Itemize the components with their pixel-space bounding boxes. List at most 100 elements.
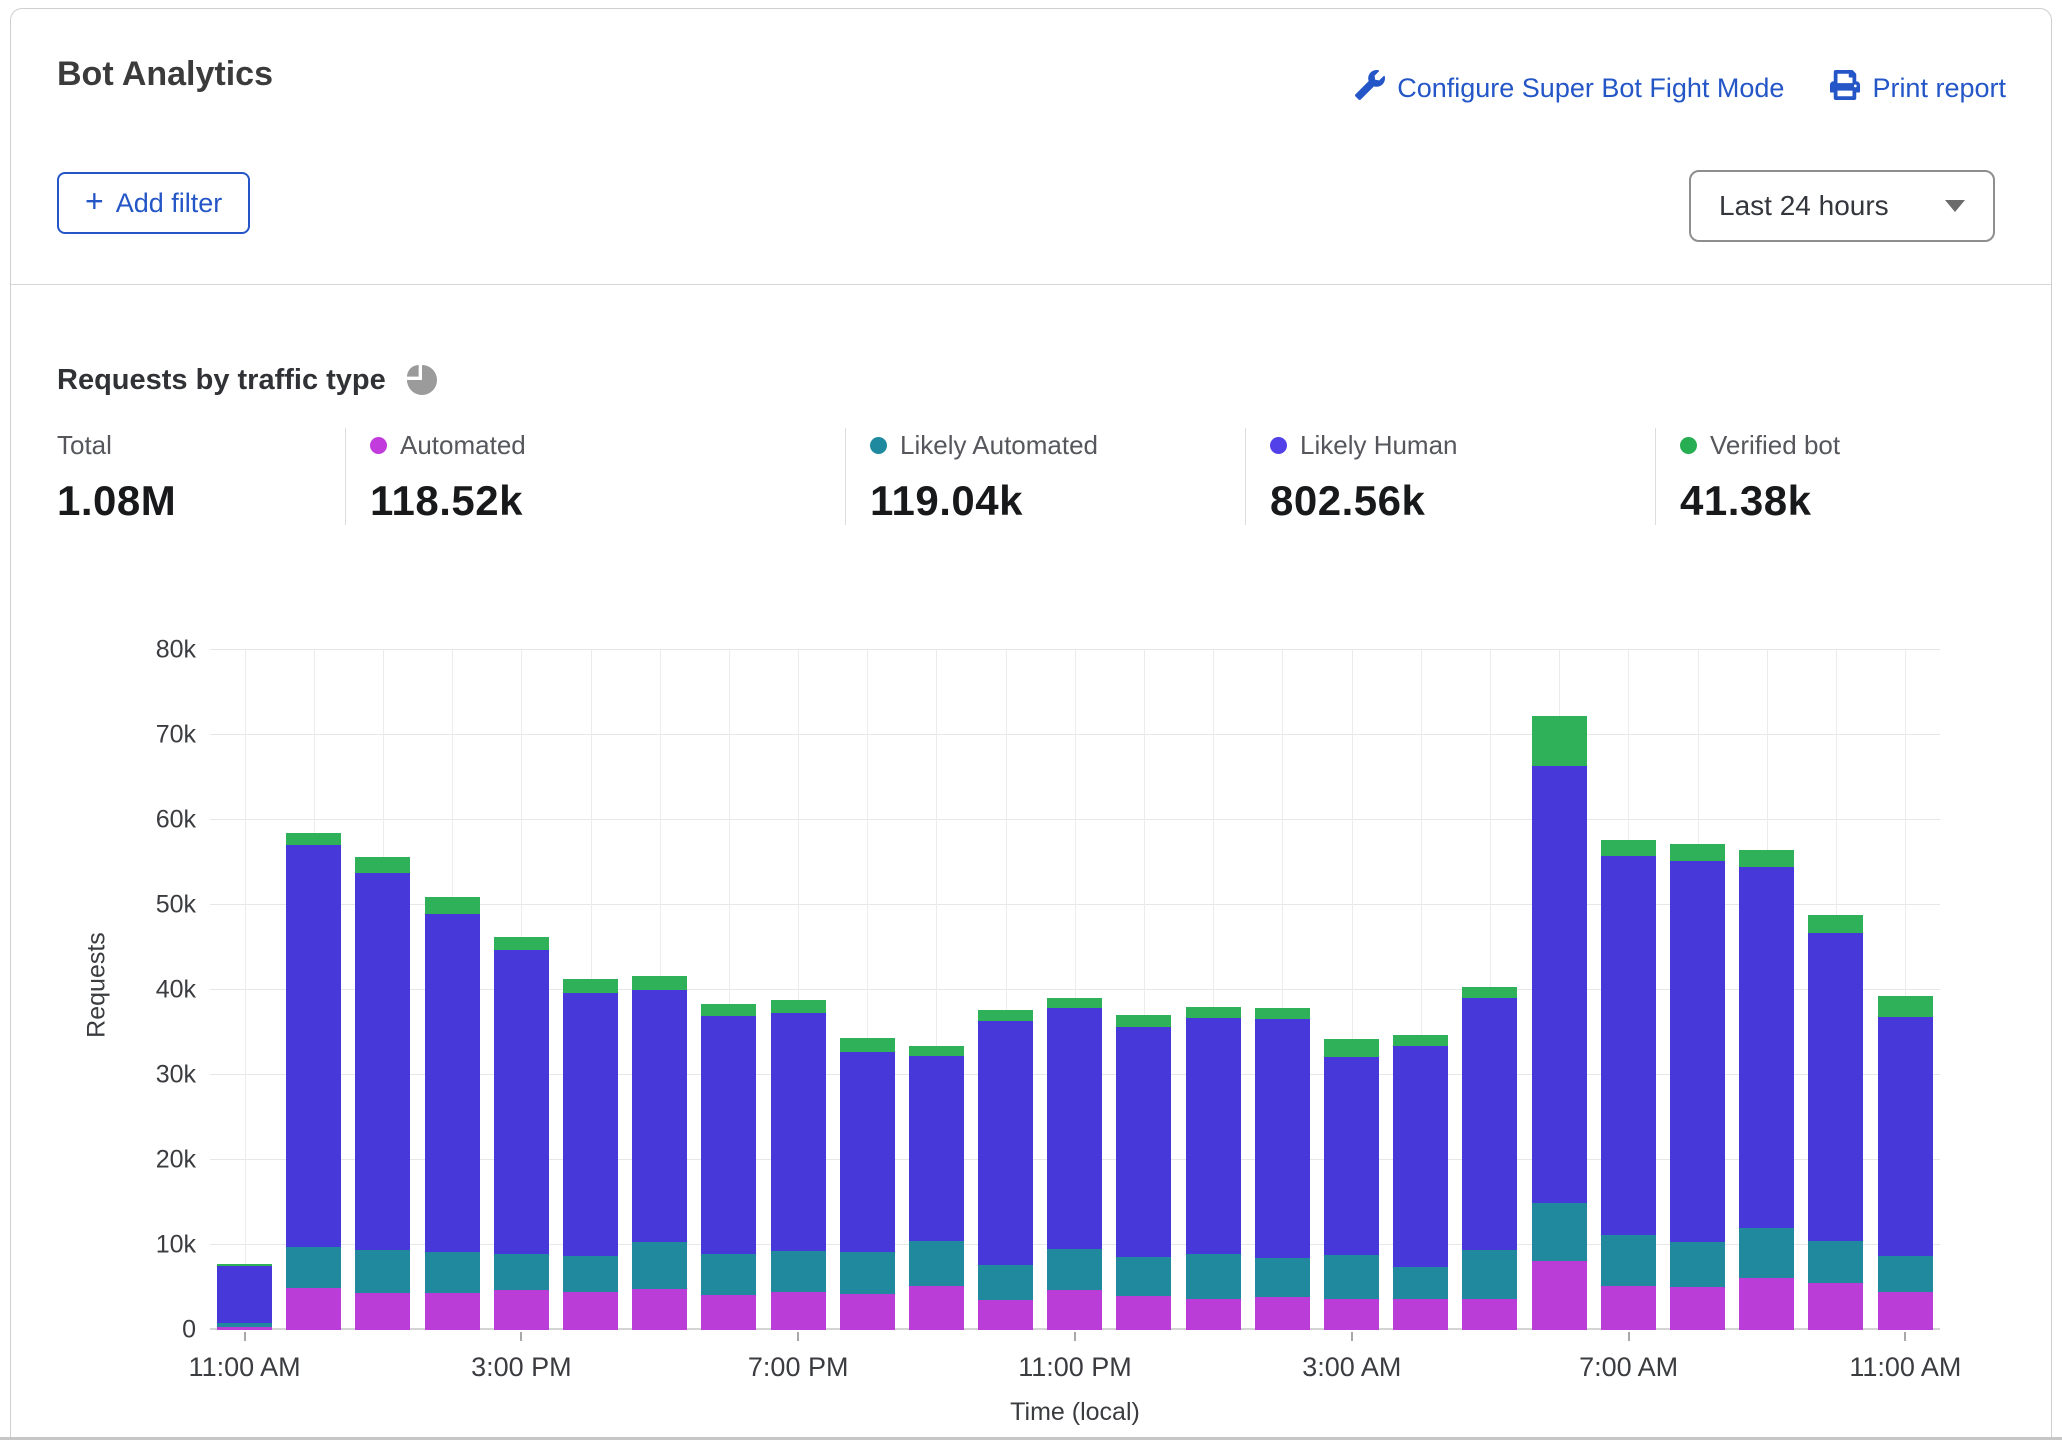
stacked-bar[interactable] (701, 1004, 756, 1330)
stacked-bar[interactable] (771, 1000, 826, 1330)
x-tick-mark (1351, 1332, 1353, 1341)
segment-automated (1462, 1299, 1517, 1330)
segment-likely-automated (1324, 1255, 1379, 1299)
segment-likely-automated (1047, 1249, 1102, 1290)
segment-likely-human (1462, 998, 1517, 1250)
segment-likely-automated (1670, 1242, 1725, 1287)
stat-verified-bot: Verified bot 41.38k (1655, 428, 2006, 525)
stacked-bar[interactable] (494, 937, 549, 1330)
segment-automated (1670, 1287, 1725, 1330)
stacked-bar[interactable] (1601, 840, 1656, 1330)
segment-automated (286, 1288, 341, 1330)
section-title-row: Requests by traffic type (57, 360, 442, 400)
segment-automated (1116, 1296, 1171, 1330)
requests-by-traffic-type-chart (210, 650, 1940, 1330)
x-tick-mark (1904, 1332, 1906, 1341)
segment-automated (909, 1286, 964, 1330)
plus-icon: + (85, 185, 104, 217)
y-tick-label: 20k (156, 1146, 196, 1175)
stacked-bar[interactable] (1670, 844, 1725, 1330)
stacked-bar[interactable] (1393, 1035, 1448, 1330)
segment-verified-bot (978, 1010, 1033, 1020)
x-tick-label: 7:00 PM (748, 1352, 849, 1383)
stacked-bar[interactable] (1532, 716, 1587, 1330)
chart-slot (764, 650, 833, 1330)
stacked-bar[interactable] (632, 976, 687, 1330)
time-range-value: Last 24 hours (1719, 190, 1945, 222)
segment-verified-bot (1324, 1039, 1379, 1057)
stat-likely-automated-label: Likely Automated (900, 430, 1098, 461)
stacked-bar[interactable] (1186, 1007, 1241, 1330)
stat-likely-human-value: 802.56k (1270, 477, 1655, 525)
stacked-bar[interactable] (355, 857, 410, 1330)
stacked-bar[interactable] (840, 1038, 895, 1330)
segment-likely-automated (286, 1247, 341, 1289)
stat-total-value: 1.08M (57, 477, 345, 525)
y-tick-label: 0 (182, 1316, 196, 1345)
segment-automated (1047, 1290, 1102, 1330)
y-tick-label: 50k (156, 891, 196, 920)
segment-likely-human (978, 1021, 1033, 1265)
chart-slot (1732, 650, 1801, 1330)
segment-automated (563, 1292, 618, 1330)
segment-verified-bot (355, 857, 410, 872)
segment-automated (1878, 1292, 1933, 1330)
stacked-bar[interactable] (286, 833, 341, 1330)
stacked-bar[interactable] (1808, 915, 1863, 1330)
segment-verified-bot (286, 833, 341, 845)
chart-slot (1594, 650, 1663, 1330)
stat-total: Total 1.08M (57, 428, 345, 525)
segment-likely-automated (494, 1254, 549, 1290)
chart-slot (1525, 650, 1594, 1330)
segment-verified-bot (1047, 998, 1102, 1008)
y-tick-label: 60k (156, 806, 196, 835)
stacked-bar[interactable] (1462, 987, 1517, 1330)
x-tick-mark (1074, 1332, 1076, 1341)
verified-bot-dot-icon (1680, 437, 1697, 454)
stacked-bar[interactable] (425, 897, 480, 1330)
x-tick-label: 11:00 AM (189, 1352, 301, 1383)
segment-likely-automated (425, 1252, 480, 1294)
stacked-bar[interactable] (1739, 850, 1794, 1330)
time-range-select[interactable]: Last 24 hours (1689, 170, 1995, 242)
segment-likely-human (701, 1016, 756, 1253)
stacked-bar[interactable] (217, 1264, 272, 1330)
stacked-bar[interactable] (1255, 1008, 1310, 1330)
stat-automated: Automated 118.52k (345, 428, 845, 525)
segment-verified-bot (909, 1046, 964, 1056)
segment-likely-automated (1186, 1254, 1241, 1298)
segment-automated (1324, 1299, 1379, 1330)
configure-super-bot-fight-mode-link[interactable]: Configure Super Bot Fight Mode (1355, 70, 1784, 107)
bottom-divider (0, 1437, 2062, 1440)
segment-verified-bot (1878, 996, 1933, 1017)
x-tick-mark (244, 1332, 246, 1341)
segment-verified-bot (425, 897, 480, 913)
segment-verified-bot (771, 1000, 826, 1013)
segment-likely-human (1601, 856, 1656, 1235)
stacked-bar[interactable] (909, 1046, 964, 1330)
stat-verified-bot-value: 41.38k (1680, 477, 2006, 525)
segment-verified-bot (701, 1004, 756, 1017)
stacked-bar[interactable] (1116, 1015, 1171, 1330)
wrench-icon (1355, 70, 1385, 107)
y-axis-title: Requests (83, 932, 112, 1038)
print-report-label: Print report (1872, 73, 2006, 104)
print-report-link[interactable]: Print report (1830, 70, 2006, 107)
segment-likely-automated (1462, 1250, 1517, 1298)
segment-automated (840, 1294, 895, 1330)
segment-automated (1601, 1286, 1656, 1330)
stacked-bar[interactable] (563, 979, 618, 1330)
chart-slot (1663, 650, 1732, 1330)
stacked-bar[interactable] (1878, 996, 1933, 1330)
chart-slot (902, 650, 971, 1330)
stacked-bar[interactable] (1047, 998, 1102, 1330)
segment-likely-human (1670, 861, 1725, 1242)
printer-icon (1830, 70, 1860, 107)
y-tick-label: 10k (156, 1231, 196, 1260)
segment-verified-bot (1116, 1015, 1171, 1028)
stacked-bar[interactable] (1324, 1039, 1379, 1330)
segment-likely-automated (1601, 1235, 1656, 1286)
stacked-bar[interactable] (978, 1010, 1033, 1330)
add-filter-button[interactable]: + Add filter (57, 172, 250, 234)
chart-slot (210, 650, 279, 1330)
